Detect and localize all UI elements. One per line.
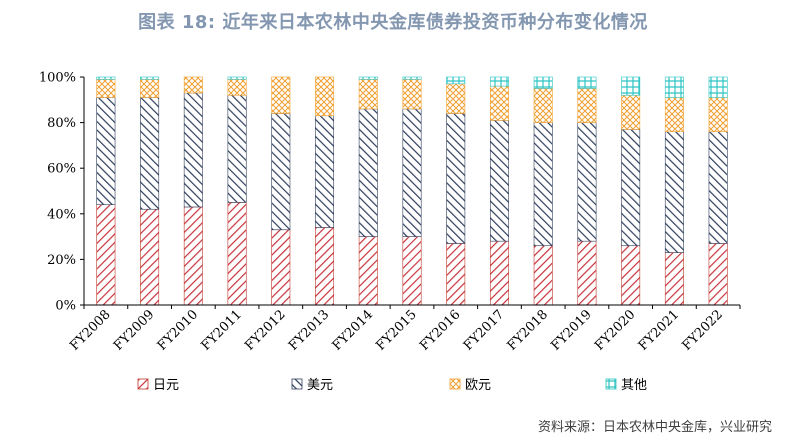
bar-segment-FY2013-series-1 <box>315 115 335 228</box>
x-tick-label: FY2011 <box>198 307 244 353</box>
y-tick-label: 40% <box>47 207 76 222</box>
bar-segment-FY2008-series-0 <box>96 204 116 306</box>
bar-segment-FY2017-series-0 <box>489 240 509 306</box>
bar-segment-FY2020-series-1 <box>621 129 641 247</box>
bar-segment-FY2014-series-3 <box>358 76 378 80</box>
legend-swatch-series-2 <box>449 378 461 390</box>
bar-segment-FY2016-series-0 <box>446 243 466 306</box>
bar-segment-FY2020-series-0 <box>621 245 641 306</box>
bars-layer <box>96 76 728 306</box>
bar-segment-FY2014-series-0 <box>358 236 378 306</box>
bar-segment-FY2011-series-0 <box>227 202 247 306</box>
bar-segment-FY2022-series-1 <box>708 131 728 244</box>
bar-segment-FY2009-series-2 <box>140 78 160 98</box>
bar-segment-FY2021-series-0 <box>664 252 684 306</box>
legend-label-series-2: 欧元 <box>465 378 491 393</box>
bar-segment-FY2009-series-1 <box>140 97 160 210</box>
legend-label-series-3: 其他 <box>621 378 647 393</box>
x-tick-label: FY2018 <box>505 307 551 353</box>
x-tick-label: FY2019 <box>548 307 594 353</box>
bar-segment-FY2009-series-0 <box>140 208 160 306</box>
bar-segment-FY2017-series-1 <box>489 120 509 242</box>
bar-segment-FY2012-series-1 <box>271 113 291 231</box>
x-tick-label: FY2012 <box>242 307 288 353</box>
bar-segment-FY2009-series-3 <box>140 76 160 80</box>
y-tick-label: 60% <box>47 162 76 177</box>
bar-segment-FY2015-series-1 <box>402 108 422 237</box>
x-tick-label: FY2014 <box>330 307 376 353</box>
bar-segment-FY2017-series-3 <box>489 76 509 87</box>
bar-segment-FY2018-series-0 <box>533 245 553 306</box>
bar-segment-FY2020-series-2 <box>621 94 641 130</box>
source-note: 资料来源：日本农林中央金库，兴业研究 <box>537 420 772 435</box>
legend-swatch-series-0 <box>137 378 149 390</box>
bar-segment-FY2022-series-0 <box>708 243 728 306</box>
bar-segment-FY2015-series-3 <box>402 76 422 80</box>
bar-segment-FY2018-series-3 <box>533 76 553 89</box>
bar-segment-FY2010-series-0 <box>183 206 203 306</box>
bar-segment-FY2018-series-2 <box>533 88 553 123</box>
legend: 日元 美元 欧元 其他 <box>137 378 647 393</box>
bar-segment-FY2011-series-2 <box>227 78 247 96</box>
bar-segment-FY2019-series-0 <box>577 240 597 306</box>
y-tick-label: 0% <box>55 299 76 314</box>
bar-segment-FY2012-series-2 <box>271 76 291 114</box>
x-tick-label: FY2009 <box>111 307 157 353</box>
y-tick-label: 100% <box>39 71 76 86</box>
bar-segment-FY2022-series-2 <box>708 97 728 133</box>
x-tick-label: FY2016 <box>417 307 463 353</box>
bar-segment-FY2019-series-1 <box>577 122 597 242</box>
x-tick-label: FY2013 <box>286 307 332 353</box>
x-tick-label: FY2022 <box>680 307 726 353</box>
bar-segment-FY2011-series-3 <box>227 76 247 80</box>
y-tick-label: 80% <box>47 116 76 131</box>
bar-segment-FY2008-series-2 <box>96 78 116 98</box>
chart-title: 图表 18: 近年来日本农林中央金库债券投资币种分布变化情况 <box>138 12 648 33</box>
bar-segment-FY2018-series-1 <box>533 122 553 247</box>
bar-segment-FY2021-series-3 <box>664 76 684 98</box>
bar-segment-FY2011-series-1 <box>227 94 247 203</box>
legend-label-series-0: 日元 <box>153 378 179 393</box>
bar-segment-FY2016-series-2 <box>446 83 466 114</box>
x-tick-label: FY2008 <box>67 307 113 353</box>
x-tick-label: FY2015 <box>373 307 419 353</box>
bar-segment-FY2015-series-0 <box>402 236 422 306</box>
x-tick-label: FY2017 <box>461 307 507 353</box>
bar-segment-FY2022-series-3 <box>708 76 728 98</box>
bar-segment-FY2021-series-1 <box>664 131 684 253</box>
x-tick-label: FY2010 <box>155 307 201 353</box>
bar-segment-FY2012-series-0 <box>271 229 291 306</box>
bar-segment-FY2015-series-2 <box>402 78 422 110</box>
x-tick-label: FY2020 <box>592 307 638 353</box>
bar-segment-FY2010-series-1 <box>183 92 203 208</box>
bar-segment-FY2008-series-1 <box>96 97 116 205</box>
legend-label-series-1: 美元 <box>307 378 333 393</box>
bar-segment-FY2016-series-3 <box>446 76 466 85</box>
bar-segment-FY2013-series-0 <box>315 227 335 306</box>
legend-swatch-series-3 <box>605 378 617 390</box>
bar-segment-FY2020-series-3 <box>621 76 641 96</box>
x-tick-label: FY2021 <box>636 307 682 353</box>
bar-segment-FY2010-series-2 <box>183 76 203 94</box>
bar-segment-FY2019-series-2 <box>577 88 597 123</box>
bar-segment-FY2019-series-3 <box>577 76 597 89</box>
bar-segment-FY2017-series-2 <box>489 85 509 121</box>
bar-segment-FY2014-series-1 <box>358 108 378 237</box>
bar-segment-FY2013-series-2 <box>315 76 335 117</box>
bar-segment-FY2008-series-3 <box>96 76 116 80</box>
bar-segment-FY2014-series-2 <box>358 78 378 110</box>
bar-segment-FY2016-series-1 <box>446 113 466 244</box>
legend-swatch-series-1 <box>291 378 303 390</box>
y-tick-label: 20% <box>47 253 76 268</box>
bar-segment-FY2021-series-2 <box>664 97 684 133</box>
